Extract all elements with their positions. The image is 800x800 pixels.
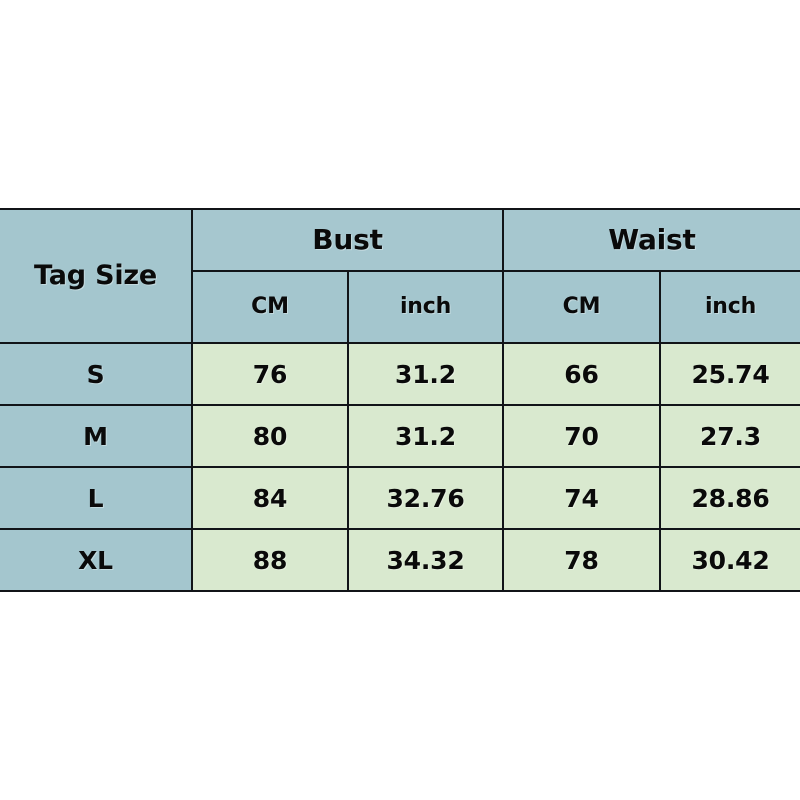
cell-bust-cm-s: 76 — [191, 342, 349, 406]
size-chart-table: Tag Size Bust Waist CM inch CM inch S 76… — [0, 208, 800, 592]
table-row: XL 88 34.32 78 30.42 — [0, 528, 800, 592]
cell-waist-inch-m: 27.3 — [659, 404, 800, 468]
table-row: S 76 31.2 66 25.74 — [0, 342, 800, 406]
cell-waist-cm-s: 66 — [502, 342, 661, 406]
cell-bust-inch-l: 32.76 — [347, 466, 504, 530]
cell-size-m: M — [0, 404, 193, 468]
header-unit-waist-cm: CM — [502, 270, 661, 344]
cell-bust-cm-l: 84 — [191, 466, 349, 530]
table-row: M 80 31.2 70 27.3 — [0, 404, 800, 468]
header-group-bust: Bust — [191, 208, 504, 272]
header-row-units: CM inch CM inch — [0, 270, 800, 344]
cell-bust-cm-m: 80 — [191, 404, 349, 468]
cell-size-l: L — [0, 466, 193, 530]
cell-bust-inch-xl: 34.32 — [347, 528, 504, 592]
header-unit-waist-inch: inch — [659, 270, 800, 344]
header-group-waist: Waist — [502, 208, 800, 272]
cell-size-xl: XL — [0, 528, 193, 592]
table-header: Tag Size Bust Waist CM inch CM inch — [0, 208, 800, 344]
cell-size-s: S — [0, 342, 193, 406]
cell-waist-cm-m: 70 — [502, 404, 661, 468]
header-tag-size: Tag Size — [0, 208, 193, 344]
table-row: L 84 32.76 74 28.86 — [0, 466, 800, 530]
cell-bust-inch-s: 31.2 — [347, 342, 504, 406]
cell-waist-cm-xl: 78 — [502, 528, 661, 592]
cell-waist-inch-xl: 30.42 — [659, 528, 800, 592]
header-unit-bust-inch: inch — [347, 270, 504, 344]
cell-bust-inch-m: 31.2 — [347, 404, 504, 468]
cell-waist-cm-l: 74 — [502, 466, 661, 530]
header-row-groups: Tag Size Bust Waist — [0, 208, 800, 344]
cell-waist-inch-l: 28.86 — [659, 466, 800, 530]
header-unit-bust-cm: CM — [192, 270, 349, 344]
table-body: S 76 31.2 66 25.74 M 80 31.2 70 27.3 L 8… — [0, 342, 800, 592]
cell-waist-inch-s: 25.74 — [659, 342, 800, 406]
cell-bust-cm-xl: 88 — [191, 528, 349, 592]
